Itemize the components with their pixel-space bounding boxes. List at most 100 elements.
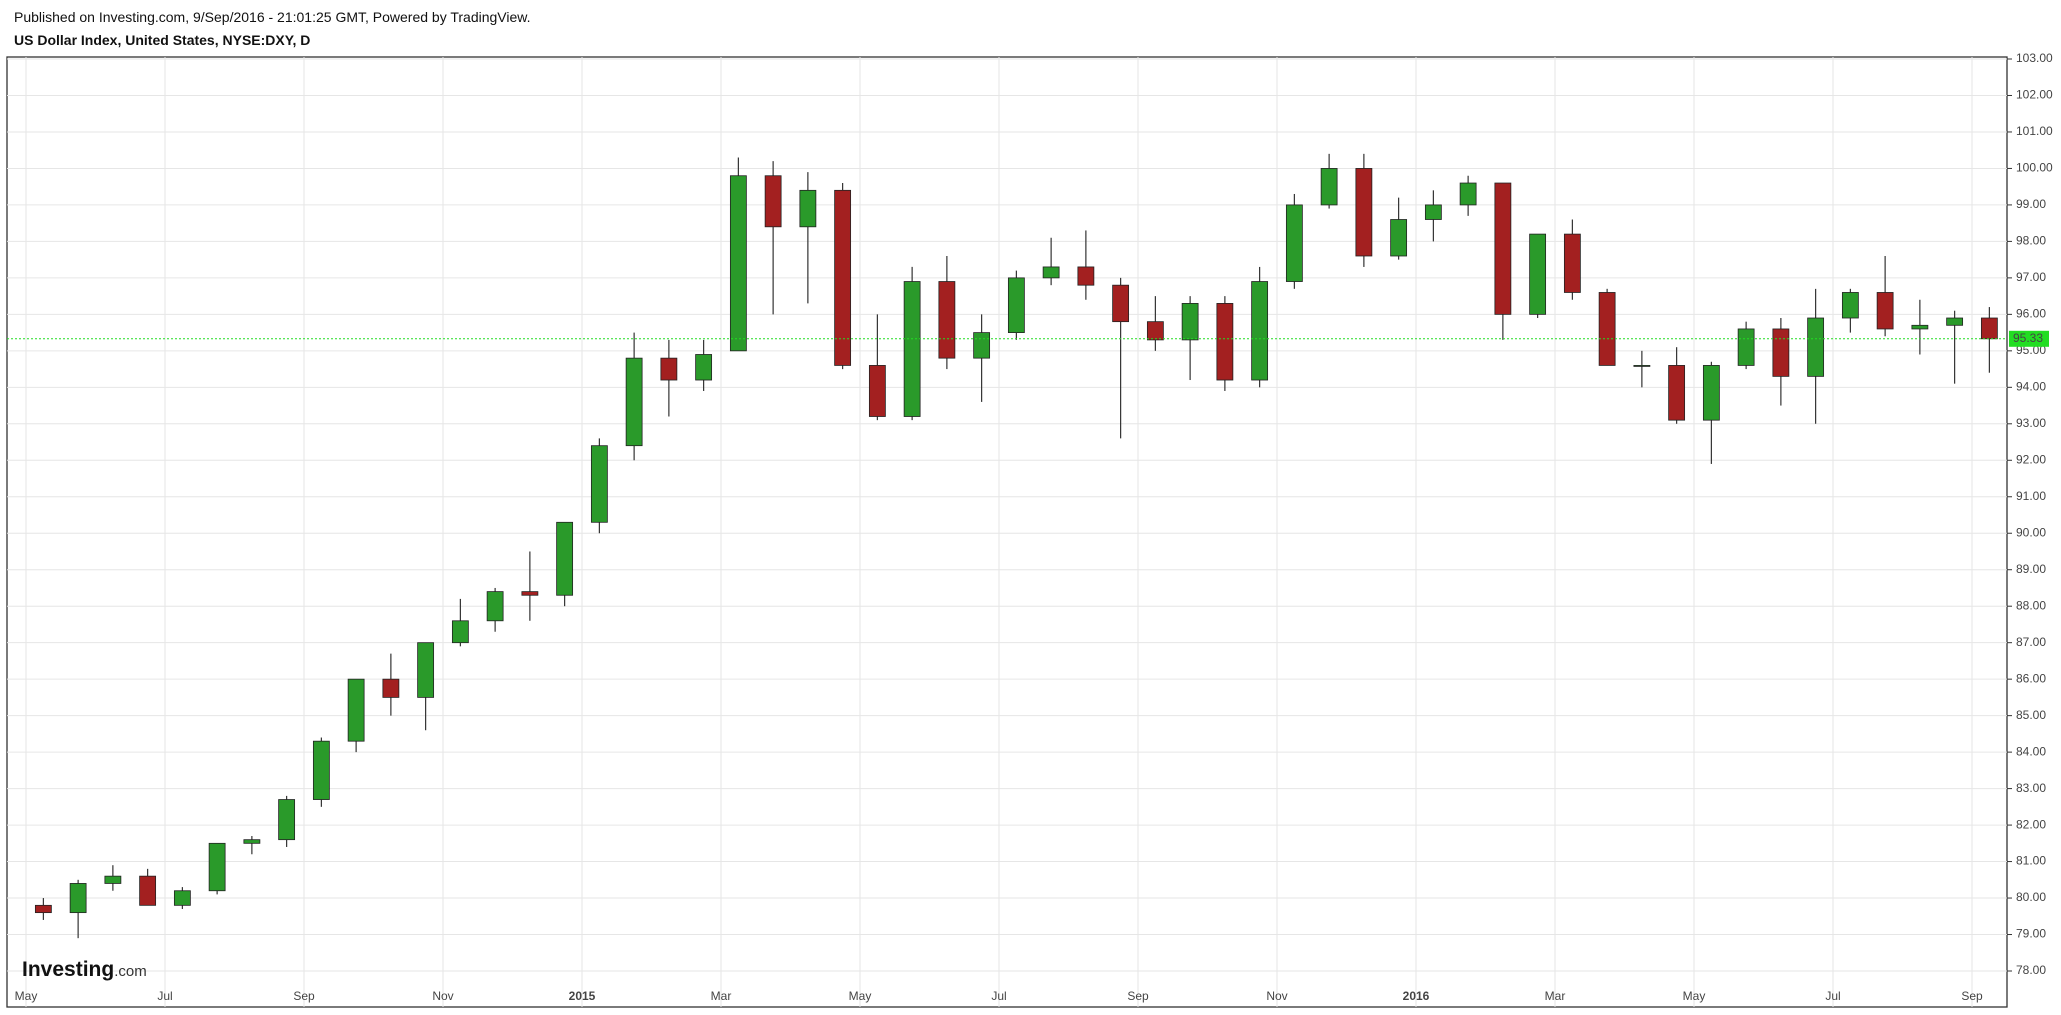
x-tick-label: May [849,989,872,1003]
y-tick-label: 80.00 [2016,890,2046,904]
y-tick-label: 79.00 [2016,927,2046,941]
y-tick-label: 85.00 [2016,708,2046,722]
y-tick-label: 94.00 [2016,379,2046,393]
x-tick-label: Sep [1127,989,1149,1003]
x-tick-label: Nov [432,989,453,1003]
candle-body [104,875,122,884]
candle-body [1285,204,1303,282]
candle-body [382,678,400,698]
y-tick-label: 103.00 [2016,51,2053,65]
y-tick-label: 82.00 [2016,817,2046,831]
candle-body [1181,303,1199,341]
x-tick-label: Jul [1825,989,1840,1003]
candle-body [1529,233,1547,315]
candle-body [1320,168,1338,206]
last-price-label: 95.33 [2013,331,2043,345]
candle-body [1841,292,1859,319]
y-tick-label: 102.00 [2016,88,2053,102]
y-tick-label: 89.00 [2016,562,2046,576]
candle-body [243,839,261,844]
y-tick-label: 90.00 [2016,525,2046,539]
candle-body [1702,365,1720,421]
candle-body [834,189,852,366]
y-tick-label: 96.00 [2016,307,2046,321]
candle-body [1668,365,1686,421]
candle-body [1876,292,1894,330]
y-tick-label: 78.00 [2016,963,2046,977]
y-tick-label: 86.00 [2016,671,2046,685]
grid [7,57,2012,1007]
candle-body [938,281,956,359]
y-tick-label: 88.00 [2016,598,2046,612]
x-tick-label: Sep [1961,989,1983,1003]
candle-body [69,883,87,914]
y-tick-label: 84.00 [2016,744,2046,758]
candle-body [486,591,504,622]
y-tick-label: 97.00 [2016,270,2046,284]
candle-body [799,189,817,228]
candle-body [1355,168,1373,257]
candle-body [173,890,191,906]
x-tick-label: May [15,989,38,1003]
candle-body [1946,317,1964,326]
candle-body [868,365,886,417]
y-tick-label: 99.00 [2016,197,2046,211]
candle-body [903,281,921,417]
candle-body [625,357,643,447]
logo: Investing.com [22,958,147,981]
y-tick-label: 81.00 [2016,854,2046,868]
candle-body [34,904,52,914]
x-tick-label: Nov [1266,989,1287,1003]
candle-body [1633,365,1651,367]
candle-body [590,445,608,523]
candle-body [764,175,782,228]
candle-body [1424,204,1442,220]
last-price-tag [2009,330,2049,347]
logo-suffix: .com [114,963,147,980]
x-tick-label: 2015 [569,989,596,1003]
plot-frame [6,56,2008,1008]
symbol-title: US Dollar Index, United States, NYSE:DXY… [14,32,310,48]
y-tick-label: 98.00 [2016,234,2046,248]
candle-body [1390,219,1408,257]
candle-body [1494,182,1512,315]
candle-body [1007,277,1025,334]
candle-body [1807,317,1825,377]
candle-body [521,591,539,596]
x-tick-label: Mar [711,989,732,1003]
candle-body [139,875,157,906]
candle-body [1042,266,1060,279]
candle-body [973,332,991,359]
y-tick-label: 92.00 [2016,452,2046,466]
y-tick-label: 100.00 [2016,161,2053,175]
candle-body [312,740,330,800]
x-tick-label: 2016 [1403,989,1430,1003]
y-tick-label: 83.00 [2016,781,2046,795]
candle-body [1737,328,1755,366]
candle-body [1772,328,1790,377]
candle-body [1459,182,1477,206]
candle-body [1146,321,1164,341]
candle-body [347,678,365,742]
x-tick-label: May [1683,989,1706,1003]
candle-body [278,799,296,841]
candle-body [417,642,435,698]
logo-brand: Investing [22,958,114,981]
candles [34,153,1998,939]
candle-body [1251,281,1269,381]
candle-body [1563,233,1581,293]
candle-body [1598,292,1616,366]
y-tick-label: 93.00 [2016,416,2046,430]
candle-body [451,620,469,644]
candle-body [1980,317,1998,340]
y-tick-label: 87.00 [2016,635,2046,649]
y-tick-label: 91.00 [2016,489,2046,503]
candle-body [729,175,747,352]
published-line: Published on Investing.com, 9/Sep/2016 -… [14,9,531,25]
x-tick-label: Jul [157,989,172,1003]
candle-body [208,842,226,892]
candle-body [695,354,713,381]
candle-body [556,521,574,596]
candle-body [1216,303,1234,381]
candle-body [660,357,678,381]
